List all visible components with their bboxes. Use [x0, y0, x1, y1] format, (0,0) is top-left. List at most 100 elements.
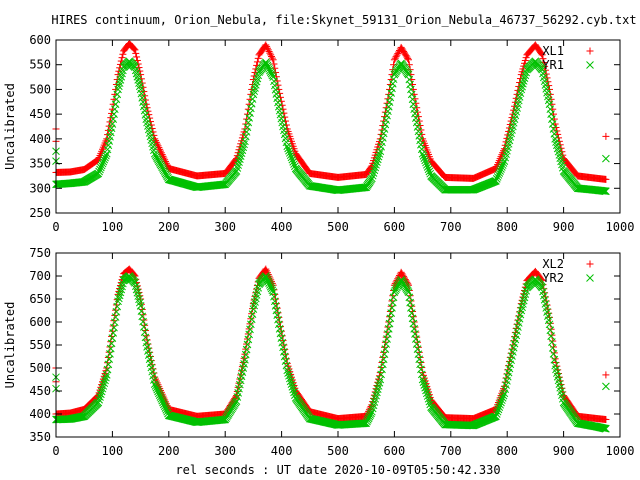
data-point: [245, 113, 254, 122]
x-tick-label: 800: [496, 220, 518, 234]
y-tick-label: 550: [29, 338, 51, 352]
data-point: [138, 79, 146, 87]
data-point: [268, 71, 277, 80]
data-point: [136, 67, 144, 75]
data-point: [236, 152, 245, 161]
data-point: [404, 54, 412, 62]
data-point: [264, 46, 272, 54]
data-point: [602, 175, 610, 183]
data-point: [153, 140, 161, 148]
data-point: [262, 41, 270, 49]
data-point: [130, 45, 138, 53]
outlier-point: [602, 132, 610, 140]
data-point: [269, 56, 277, 64]
data-point: [242, 128, 251, 136]
y-tick-label: 350: [29, 157, 51, 171]
data-point: [118, 54, 126, 62]
y-tick-label: 500: [29, 361, 51, 375]
data-point: [371, 163, 380, 172]
outlier-point: [602, 382, 610, 391]
data-point: [367, 174, 376, 183]
data-point: [374, 152, 383, 161]
data-point: [268, 54, 276, 62]
data-point: [241, 132, 250, 141]
outlier-point: [602, 154, 610, 163]
data-point: [368, 171, 377, 180]
x-tick-label: 400: [271, 220, 293, 234]
data-point: [99, 157, 108, 166]
data-point: [244, 118, 253, 127]
data-point: [389, 75, 398, 84]
data-point: [246, 109, 254, 118]
legend-marker: [586, 274, 594, 282]
data-point: [421, 156, 429, 165]
data-point: [492, 177, 500, 185]
data-point: [394, 50, 402, 58]
data-point: [392, 53, 400, 61]
data-point: [247, 99, 256, 108]
y-tick-label: 600: [29, 315, 51, 329]
x-tick-label: 200: [158, 220, 180, 234]
data-point: [412, 99, 420, 107]
legend-label: YR1: [542, 58, 564, 72]
data-point: [372, 160, 380, 169]
data-point: [266, 49, 274, 57]
data-point: [285, 149, 294, 157]
y-tick-label: 450: [29, 107, 51, 121]
data-point: [237, 149, 246, 158]
data-point: [159, 152, 167, 160]
chart-title: HIRES continuum, Orion_Nebula, file:Skyn…: [51, 13, 636, 27]
x-tick-label: 300: [214, 444, 236, 458]
data-point: [253, 58, 261, 66]
x-tick-label: 900: [553, 444, 575, 458]
top-panel: 0 100 200 300 400 500 600 700 800 900 1000 250 300 35…: [3, 33, 634, 234]
data-point: [289, 157, 298, 166]
y-tick-label: 350: [29, 430, 51, 444]
data-point: [373, 158, 381, 166]
x-tick-label: 1000: [606, 444, 635, 458]
legend-label: YR2: [542, 271, 564, 285]
x-tick-label: 900: [553, 220, 575, 234]
y-tick-label: 700: [29, 269, 51, 283]
x-axis-label: rel seconds : UT date 2020-10-09T05:50:4…: [175, 463, 500, 477]
x-tick-label: 700: [440, 444, 462, 458]
data-point: [405, 61, 413, 69]
data-point: [239, 143, 248, 152]
data-point: [419, 152, 428, 160]
outlier-point: [602, 371, 610, 379]
data-point: [510, 106, 518, 114]
data-point: [287, 153, 296, 162]
x-tick-label: 200: [158, 444, 180, 458]
data-point: [95, 167, 103, 176]
data-point: [96, 165, 104, 174]
y-tick-label: 400: [29, 132, 51, 146]
data-point: [388, 84, 396, 93]
data-point: [158, 151, 166, 159]
data-point: [156, 145, 164, 153]
y-tick-label: 650: [29, 292, 51, 306]
x-tick-label: 500: [327, 444, 349, 458]
data-point: [537, 50, 545, 58]
series-YR1: [52, 57, 610, 196]
data-point: [97, 161, 106, 170]
data-point: [119, 50, 127, 58]
x-tick-label: 700: [440, 220, 462, 234]
data-point: [385, 98, 394, 106]
data-point: [100, 155, 109, 164]
y-axis-label: Uncalibrated: [3, 302, 17, 389]
data-point: [268, 52, 276, 60]
data-point: [285, 146, 293, 155]
data-point: [538, 51, 546, 59]
y-tick-label: 400: [29, 407, 51, 421]
data-point: [384, 102, 393, 111]
data-point: [387, 89, 396, 97]
data-point: [267, 51, 275, 59]
data-point: [241, 137, 249, 146]
data-point: [286, 151, 295, 160]
data-point: [370, 166, 379, 175]
x-tick-label: 100: [102, 220, 124, 234]
data-point: [420, 154, 429, 162]
data-point: [395, 48, 403, 56]
